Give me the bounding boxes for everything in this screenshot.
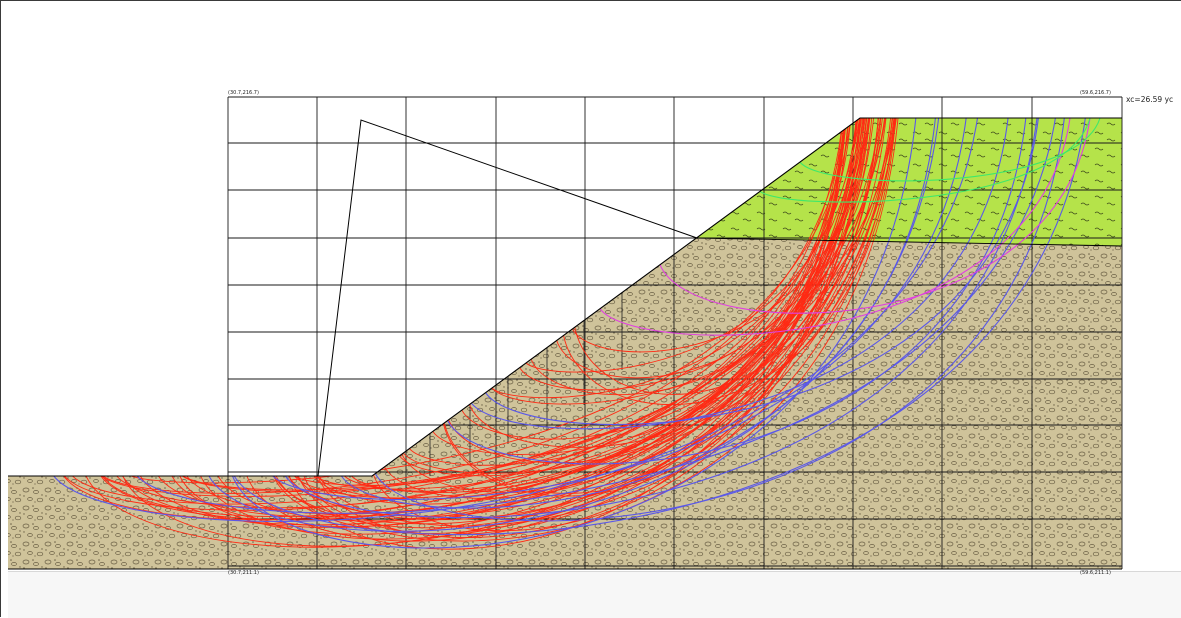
slip-surface-blue bbox=[136, 118, 1056, 514]
coord-bottom-left: (30.7,211.1) bbox=[228, 570, 259, 576]
trial-slip-surface bbox=[316, 130, 844, 500]
coord-bottom-right: (59.6,211.1) bbox=[1080, 570, 1111, 576]
upper-soil-layer bbox=[697, 118, 1122, 246]
slip-surface-blue bbox=[284, 118, 1038, 519]
trial-slip-surface bbox=[296, 118, 893, 521]
trial-slip-surface bbox=[102, 131, 842, 517]
trial-slip-surface bbox=[556, 118, 860, 379]
trial-slip-surface bbox=[100, 118, 894, 521]
slip-surface-blue bbox=[208, 118, 940, 532]
trial-slip-surface bbox=[275, 118, 871, 529]
trial-slip-surface bbox=[461, 118, 862, 440]
trial-slip-surface bbox=[399, 126, 849, 477]
trial-slip-surface bbox=[217, 131, 843, 522]
slip-surface-magenta bbox=[659, 118, 1091, 314]
bottom-panel bbox=[8, 571, 1181, 618]
slip-surface-magenta bbox=[599, 118, 1071, 336]
layer-boundary bbox=[696, 237, 1123, 247]
slip-surface-blue bbox=[272, 118, 967, 501]
slip-surface-green bbox=[759, 118, 1091, 203]
slip-surfaces bbox=[53, 118, 1101, 550]
trial-slip-surface bbox=[491, 118, 892, 405]
trial-slip-surface bbox=[303, 127, 848, 536]
slip-surface-blue bbox=[447, 118, 1027, 465]
coord-top-left: (30.7,216.7) bbox=[228, 90, 259, 96]
trial-slip-surface bbox=[403, 118, 893, 474]
coord-top-right: (59.6,216.7) bbox=[1080, 90, 1111, 96]
center-search-triangle bbox=[317, 119, 698, 477]
trial-slip-surface bbox=[574, 118, 879, 395]
trial-slip-surface bbox=[525, 120, 857, 373]
slip-surface-blue bbox=[53, 118, 979, 522]
ground-profile bbox=[8, 117, 1122, 477]
trial-slip-surface bbox=[179, 119, 859, 535]
trial-slip-surface bbox=[64, 118, 886, 511]
trial-slip-surface bbox=[530, 118, 873, 396]
trial-slip-surface bbox=[468, 118, 896, 448]
trial-slip-surface bbox=[122, 118, 895, 526]
trial-slip-surface bbox=[317, 118, 867, 539]
trial-slip-surface bbox=[432, 118, 879, 455]
slip-surface-blue bbox=[470, 118, 1009, 430]
trial-slip-surface bbox=[294, 118, 867, 499]
center-readout: xc=26.59 yc bbox=[1126, 95, 1173, 104]
slip-surface-green bbox=[799, 118, 1101, 182]
slice-lines bbox=[429, 292, 623, 476]
trial-slip-surface bbox=[313, 129, 845, 505]
slip-surface-blue bbox=[233, 118, 1086, 536]
trial-slip-surface bbox=[442, 120, 857, 497]
